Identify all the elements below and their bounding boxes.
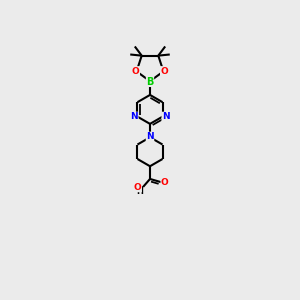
Text: H: H <box>136 188 143 196</box>
Text: O: O <box>161 178 169 187</box>
Text: N: N <box>146 132 154 141</box>
Text: N: N <box>162 112 169 121</box>
Text: O: O <box>134 183 142 192</box>
Text: O: O <box>132 67 140 76</box>
Text: O: O <box>160 67 168 76</box>
Text: B: B <box>146 76 154 86</box>
Text: N: N <box>130 112 138 121</box>
